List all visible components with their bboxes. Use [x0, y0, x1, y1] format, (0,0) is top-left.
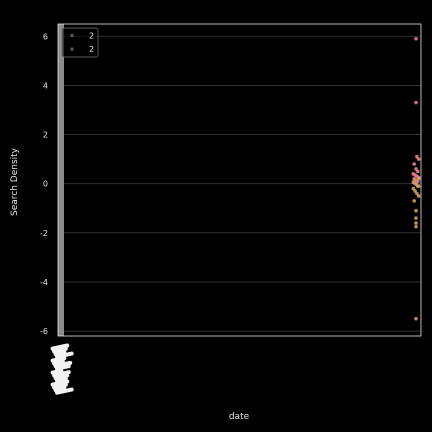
point-series-2 — [416, 194, 421, 198]
point-series-2 — [416, 184, 420, 188]
x-tick-label-blob — [52, 346, 68, 354]
point-series-1 — [414, 100, 418, 105]
x-tick-label-blob — [54, 376, 68, 383]
x-tick-label-blob — [54, 387, 74, 395]
point-series-2 — [414, 208, 418, 213]
y-tick-label: 4 — [43, 81, 48, 90]
y-axis-ticks: -6 -4 -2 0 2 4 6 — [40, 32, 48, 336]
legend-label-series-2: 2 — [89, 45, 94, 54]
data-points — [411, 36, 421, 321]
point-series-2 — [414, 224, 418, 229]
x-tick-label-blob — [53, 373, 70, 380]
point-series-2 — [414, 221, 418, 225]
y-tick-label: 2 — [43, 131, 48, 140]
left-date-band — [58, 24, 64, 336]
point-series-2 — [414, 317, 418, 321]
y-tick-label: -6 — [40, 327, 48, 336]
x-tick-label-blob — [50, 343, 70, 351]
y-axis-label: Search Density — [10, 147, 20, 216]
point-series-1 — [416, 157, 421, 161]
point-series-2 — [414, 216, 418, 220]
x-tick-label-blob — [50, 368, 64, 375]
y-tick-label: 6 — [43, 32, 48, 41]
x-axis-label: date — [229, 412, 250, 422]
point-series-1 — [412, 162, 417, 166]
point-series-1 — [416, 169, 420, 174]
x-tick-label-blob — [53, 360, 73, 368]
y-tick-label: -2 — [40, 229, 48, 238]
y-tick-label: 0 — [43, 180, 48, 189]
x-tick-label-blob — [52, 370, 71, 378]
plot-frame — [57, 23, 422, 337]
legend-label-series-1: 2 — [89, 32, 94, 41]
legend-marker-series-2 — [70, 47, 74, 51]
x-tick-label-blob — [50, 379, 70, 387]
legend-marker-series-1 — [70, 33, 74, 38]
x-tick-label-blob — [52, 359, 65, 366]
x-tick-label-blob — [53, 386, 67, 392]
grid-lines — [58, 35, 421, 332]
x-tick-label-blob — [52, 382, 68, 390]
x-axis-tick-labels — [50, 343, 74, 395]
y-tick-label: -4 — [40, 278, 48, 287]
point-series-1 — [414, 36, 418, 41]
x-tick-label-blob — [54, 351, 74, 359]
point-series-2 — [412, 199, 417, 203]
point-series-2 — [416, 176, 421, 181]
x-tick-label-blob — [53, 350, 67, 356]
x-tick-label-blob — [54, 364, 71, 371]
legend: 2 2 — [61, 27, 99, 58]
x-tick-label-blob — [50, 356, 67, 363]
